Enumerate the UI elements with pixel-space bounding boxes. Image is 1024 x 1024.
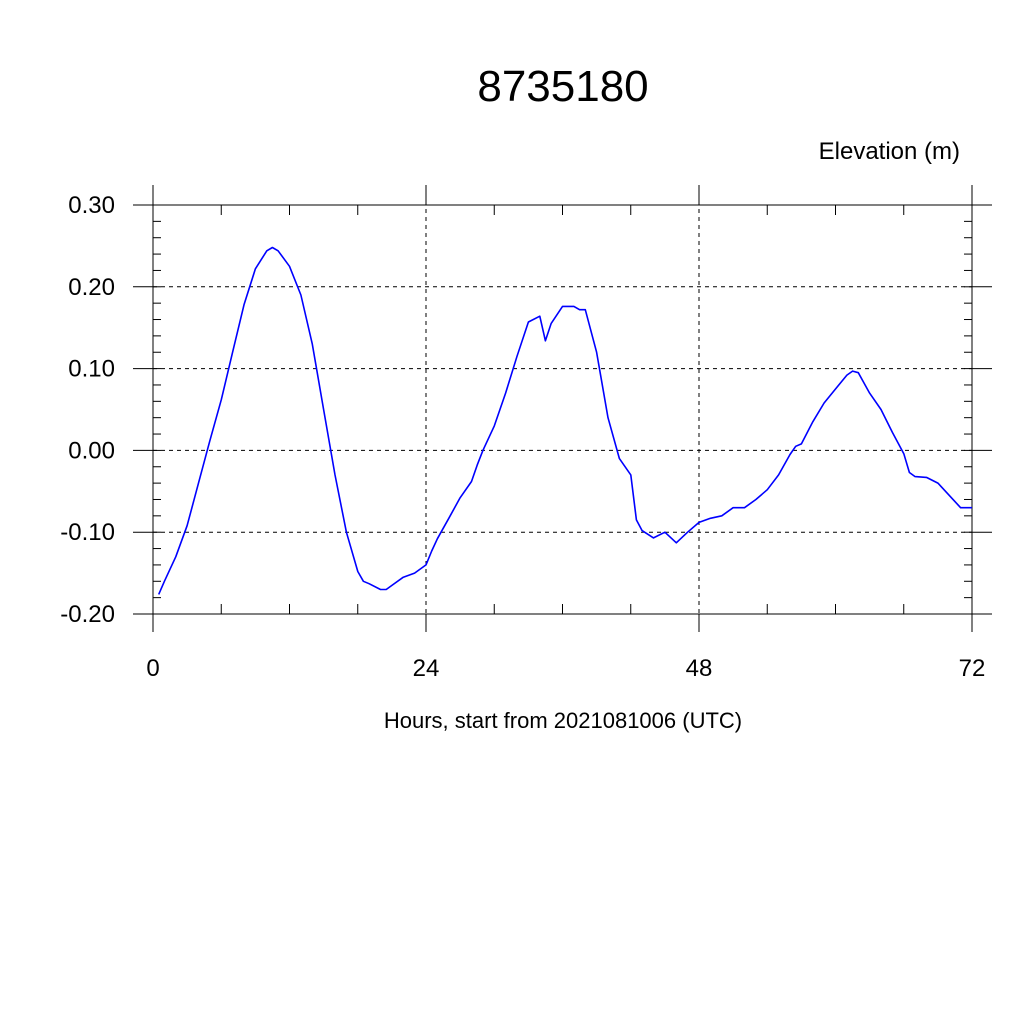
y-tick-label: -0.10: [60, 519, 115, 546]
y-tick-label: 0.10: [68, 356, 115, 383]
y-axis-label: Elevation (m): [818, 138, 960, 165]
x-tick-label: 0: [146, 655, 159, 682]
y-tick-label: -0.20: [60, 601, 115, 628]
chart-title: 8735180: [477, 62, 649, 111]
x-tick-label: 24: [413, 655, 440, 682]
x-tick-label: 48: [686, 655, 713, 682]
y-tick-label: 0.00: [68, 437, 115, 464]
series-line: [157, 246, 972, 595]
x-axis-label: Hours, start from 2021081006 (UTC): [383, 708, 743, 733]
x-tick-label: 72: [959, 655, 986, 682]
y-tick-label: 0.20: [68, 274, 115, 301]
y-tick-label: 0.30: [68, 192, 115, 219]
